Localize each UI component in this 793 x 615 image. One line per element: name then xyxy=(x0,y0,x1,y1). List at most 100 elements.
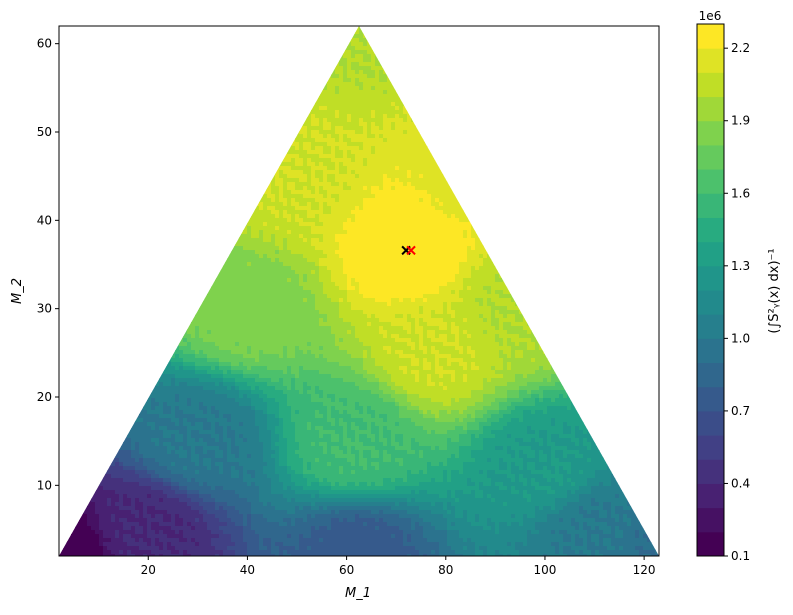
contour-cell xyxy=(483,146,488,151)
contour-cell xyxy=(535,74,540,79)
contour-cell xyxy=(343,82,348,87)
contour-cell xyxy=(283,98,288,103)
contour-cell xyxy=(383,146,388,151)
contour-cell xyxy=(143,118,148,123)
contour-cell xyxy=(147,150,152,155)
contour-cell xyxy=(179,114,184,119)
contour-cell xyxy=(135,110,140,115)
contour-cell xyxy=(399,46,404,51)
contour-cell xyxy=(563,70,568,75)
contour-cell xyxy=(299,74,304,79)
contour-cell xyxy=(575,150,580,155)
contour-cell xyxy=(579,30,584,35)
contour-cell xyxy=(163,82,168,87)
contour-cell xyxy=(283,130,288,135)
contour-cell xyxy=(363,126,368,131)
contour-cell xyxy=(359,94,364,99)
contour-cell xyxy=(279,26,284,31)
contour-cell xyxy=(599,98,604,103)
contour-cell xyxy=(627,134,632,139)
contour-cell xyxy=(387,102,392,107)
contour-cell xyxy=(267,146,272,151)
contour-cell xyxy=(215,154,220,159)
contour-cell xyxy=(363,50,368,55)
contour-cell xyxy=(255,146,260,151)
contour-cell xyxy=(463,82,468,87)
contour-cell xyxy=(331,34,336,39)
contour-cell xyxy=(363,86,368,91)
contour-cell xyxy=(187,122,192,127)
contour-cell xyxy=(227,54,232,59)
contour-cell xyxy=(511,74,516,79)
contour-cell xyxy=(567,86,572,91)
contour-cell xyxy=(619,110,624,115)
contour-cell xyxy=(175,70,180,75)
contour-cell xyxy=(167,50,172,55)
contour-cell xyxy=(347,58,352,63)
contour-cell xyxy=(243,118,248,123)
contour-cell xyxy=(371,94,376,99)
contour-cell xyxy=(439,86,444,91)
contour-cell xyxy=(651,94,656,99)
contour-cell xyxy=(83,150,88,155)
contour-cell xyxy=(619,94,624,99)
contour-cell xyxy=(211,146,216,151)
contour-cell xyxy=(327,34,332,39)
contour-cell xyxy=(547,122,552,127)
contour-cell xyxy=(427,134,432,139)
contour-cell xyxy=(563,54,568,59)
contour-cell xyxy=(203,122,208,127)
contour-cell xyxy=(595,142,600,147)
contour-cell xyxy=(535,70,540,75)
contour-cell xyxy=(463,146,468,151)
contour-cell xyxy=(547,102,552,107)
contour-cell xyxy=(71,70,76,75)
contour-cell xyxy=(339,74,344,79)
contour-cell xyxy=(647,146,652,151)
contour-cell xyxy=(271,82,276,87)
contour-cell xyxy=(495,66,500,71)
contour-cell xyxy=(391,118,396,123)
contour-cell xyxy=(307,58,312,63)
contour-cell xyxy=(395,46,400,51)
contour-cell xyxy=(547,58,552,63)
contour-cell xyxy=(479,82,484,87)
contour-cell xyxy=(591,118,596,123)
contour-cell xyxy=(135,78,140,83)
contour-cell xyxy=(135,106,140,111)
contour-cell xyxy=(67,110,72,115)
contour-cell xyxy=(191,26,196,31)
contour-cell xyxy=(243,46,248,51)
contour-cell xyxy=(95,158,100,163)
contour-cell xyxy=(339,42,344,47)
contour-cell xyxy=(579,126,584,131)
contour-cell xyxy=(439,26,444,31)
contour-cell xyxy=(547,86,552,91)
contour-cell xyxy=(119,50,124,55)
contour-cell xyxy=(83,130,88,135)
contour-cell xyxy=(527,42,532,47)
contour-cell xyxy=(307,34,312,39)
contour-cell xyxy=(451,26,456,31)
contour-cell xyxy=(135,66,140,71)
contour-cell xyxy=(443,106,448,111)
contour-cell xyxy=(119,58,124,63)
contour-cell xyxy=(159,102,164,107)
contour-cell xyxy=(527,30,532,35)
contour-cell xyxy=(575,126,580,131)
contour-cell xyxy=(123,90,128,95)
contour-cell xyxy=(539,110,544,115)
contour-cell xyxy=(479,34,484,39)
contour-cell xyxy=(647,94,652,99)
contour-cell xyxy=(243,110,248,115)
contour-cell xyxy=(307,26,312,31)
contour-cell xyxy=(635,130,640,135)
contour-cell xyxy=(335,82,340,87)
contour-cell xyxy=(403,154,408,159)
contour-cell xyxy=(395,98,400,103)
contour-cell xyxy=(291,70,296,75)
contour-cell xyxy=(107,126,112,131)
contour-cell xyxy=(279,150,284,155)
contour-cell xyxy=(247,42,252,47)
contour-cell xyxy=(475,86,480,91)
